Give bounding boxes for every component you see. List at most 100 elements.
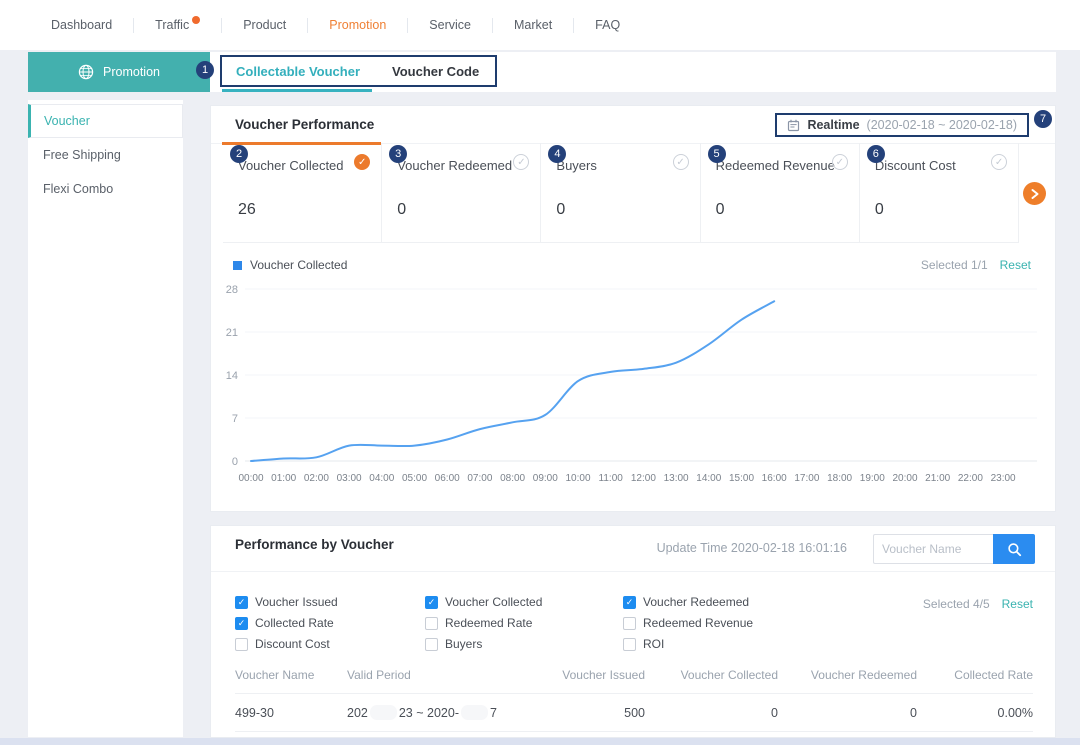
nav-item-dashboard[interactable]: Dashboard <box>30 18 133 32</box>
tab-collectable-voucher[interactable]: Collectable Voucher <box>222 64 384 79</box>
cell-voucher-issued: 500 <box>505 706 645 720</box>
cell-collected-rate: 0.00% <box>917 706 1033 720</box>
metric-value: 0 <box>556 201 699 219</box>
filter-discount-cost[interactable]: Discount Cost <box>235 637 425 651</box>
globe-icon <box>78 64 94 80</box>
svg-text:07:00: 07:00 <box>467 473 492 484</box>
unchecked-checkbox-icon[interactable] <box>425 638 438 651</box>
checked-checkbox-icon[interactable]: ✓ <box>623 596 636 609</box>
metric-card-discount-cost[interactable]: 6✓Discount Cost0 <box>860 143 1019 242</box>
sidebar-item-flexi-combo[interactable]: Flexi Combo <box>28 172 183 206</box>
svg-text:17:00: 17:00 <box>794 473 819 484</box>
column-header-voucher-collected: Voucher Collected <box>645 668 778 682</box>
svg-text:21: 21 <box>226 327 238 339</box>
chart-legend-row: Voucher Collected Selected 1/1 Reset <box>233 258 1031 272</box>
filter-label: Discount Cost <box>255 637 330 651</box>
voucher-performance-header: Voucher Performance Realtime (2020-02-18… <box>211 106 1055 144</box>
check-circle-icon[interactable]: ✓ <box>673 154 689 170</box>
active-tab-underline <box>222 89 372 92</box>
realtime-label: Realtime <box>807 118 859 132</box>
legend-swatch <box>233 261 242 270</box>
voucher-table: Voucher NameValid PeriodVoucher IssuedVo… <box>235 668 1033 732</box>
update-time: Update Time 2020-02-18 16:01:16 <box>657 526 847 571</box>
realtime-date-filter[interactable]: Realtime (2020-02-18 ~ 2020-02-18) <box>775 113 1029 137</box>
svg-text:06:00: 06:00 <box>435 473 460 484</box>
unchecked-checkbox-icon[interactable] <box>235 638 248 651</box>
checked-checkbox-icon[interactable]: ✓ <box>235 596 248 609</box>
svg-text:00:00: 00:00 <box>238 473 263 484</box>
filter-label: Voucher Collected <box>445 595 542 609</box>
sidebar-item-voucher[interactable]: Voucher <box>28 104 183 138</box>
svg-text:28: 28 <box>226 284 238 296</box>
svg-text:22:00: 22:00 <box>958 473 983 484</box>
performance-by-voucher-card: Performance by Voucher Update Time 2020-… <box>210 525 1056 738</box>
svg-text:16:00: 16:00 <box>762 473 787 484</box>
metric-cards: 2✓Voucher Collected263✓Voucher Redeemed0… <box>223 143 1019 243</box>
svg-text:21:00: 21:00 <box>925 473 950 484</box>
top-nav: DashboardTrafficProductPromotionServiceM… <box>0 0 1080 50</box>
voucher-search <box>873 534 1035 564</box>
filter-voucher-collected[interactable]: ✓ Voucher Collected <box>425 595 623 609</box>
nav-item-market[interactable]: Market <box>493 18 573 32</box>
filter-redeemed-rate[interactable]: Redeemed Rate <box>425 616 623 630</box>
filter-label: Redeemed Rate <box>445 616 532 630</box>
unchecked-checkbox-icon[interactable] <box>425 617 438 630</box>
check-circle-icon[interactable]: ✓ <box>991 154 1007 170</box>
voucher-performance-card: Voucher Performance Realtime (2020-02-18… <box>210 105 1056 512</box>
annotation-badge-2: 2 <box>230 145 248 163</box>
column-header-valid-period: Valid Period <box>347 668 505 682</box>
unchecked-checkbox-icon[interactable] <box>623 638 636 651</box>
search-button[interactable] <box>993 534 1035 564</box>
filter-collected-rate[interactable]: ✓ Collected Rate <box>235 616 425 630</box>
reset-button[interactable]: Reset <box>1000 258 1031 272</box>
nav-item-promotion[interactable]: Promotion <box>308 18 407 32</box>
checked-checkbox-icon[interactable]: ✓ <box>425 596 438 609</box>
voucher-performance-title: Voucher Performance <box>235 106 374 143</box>
nav-item-faq[interactable]: FAQ <box>574 18 641 32</box>
metric-card-redeemed-revenue[interactable]: 5✓Redeemed Revenue0 <box>701 143 860 242</box>
legend-selection: Selected 1/1 Reset <box>921 258 1031 272</box>
traffic-notification-dot <box>192 16 200 24</box>
filter-reset-button[interactable]: Reset <box>1002 597 1033 611</box>
filter-checkboxes: ✓Voucher Issued✓Voucher Collected✓Vouche… <box>235 595 923 651</box>
tabs-bar: Collectable VoucherVoucher Code <box>210 52 1056 92</box>
svg-text:05:00: 05:00 <box>402 473 427 484</box>
filter-label: Collected Rate <box>255 616 334 630</box>
metric-card-buyers[interactable]: 4✓Buyers0 <box>541 143 700 242</box>
filter-roi[interactable]: ROI <box>623 637 923 651</box>
filter-redeemed-revenue[interactable]: Redeemed Revenue <box>623 616 923 630</box>
table-body: 499-3020223 ~ 2020-7500000.00% <box>235 694 1033 732</box>
check-circle-icon[interactable]: ✓ <box>832 154 848 170</box>
metric-value: 0 <box>875 201 1018 219</box>
voucher-name-input[interactable] <box>873 534 993 564</box>
filter-voucher-issued[interactable]: ✓Voucher Issued <box>235 595 425 609</box>
metric-value: 0 <box>397 201 540 219</box>
nav-item-product[interactable]: Product <box>222 18 307 32</box>
svg-text:19:00: 19:00 <box>860 473 885 484</box>
metric-value: 26 <box>238 201 381 219</box>
performance-by-voucher-title: Performance by Voucher <box>235 526 394 563</box>
next-metrics-button[interactable] <box>1023 182 1046 205</box>
checked-checkbox-icon[interactable]: ✓ <box>235 617 248 630</box>
metric-card-voucher-redeemed[interactable]: 3✓Voucher Redeemed0 <box>382 143 541 242</box>
unchecked-checkbox-icon[interactable] <box>623 617 636 630</box>
svg-text:13:00: 13:00 <box>664 473 689 484</box>
sidebar-item-free-shipping[interactable]: Free Shipping <box>28 138 183 172</box>
metric-card-voucher-collected[interactable]: 2✓Voucher Collected26 <box>223 143 382 242</box>
nav-item-traffic[interactable]: Traffic <box>134 18 221 32</box>
svg-text:7: 7 <box>232 413 238 425</box>
column-header-voucher-name: Voucher Name <box>235 668 347 682</box>
metric-value: 0 <box>716 201 859 219</box>
table-header-row: Voucher NameValid PeriodVoucher IssuedVo… <box>235 668 1033 694</box>
svg-text:08:00: 08:00 <box>500 473 525 484</box>
tab-voucher-code[interactable]: Voucher Code <box>384 64 495 79</box>
filter-buyers[interactable]: Buyers <box>425 637 623 651</box>
svg-text:09:00: 09:00 <box>533 473 558 484</box>
filter-label: Voucher Redeemed <box>643 595 749 609</box>
legend-item-voucher-collected[interactable]: Voucher Collected <box>233 258 347 272</box>
promotion-sidebar-header[interactable]: Promotion <box>28 52 210 92</box>
table-row: 499-3020223 ~ 2020-7500000.00% <box>235 694 1033 732</box>
search-icon <box>1007 542 1022 557</box>
filter-voucher-redeemed[interactable]: ✓ Voucher Redeemed <box>623 595 923 609</box>
nav-item-service[interactable]: Service <box>408 18 492 32</box>
